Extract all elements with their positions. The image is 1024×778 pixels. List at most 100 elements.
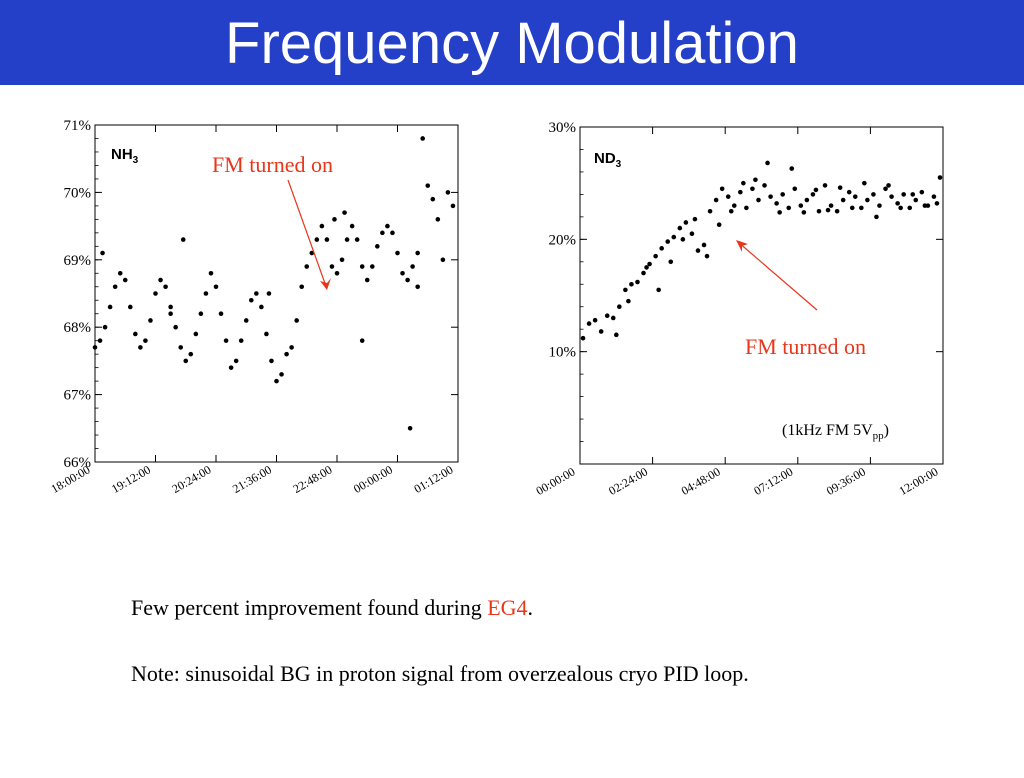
nd3-data-point [586,321,592,326]
nd3-data-point [741,180,746,186]
nh3-data-point [289,345,294,350]
nh3-data-point [233,358,239,364]
nh3-data-point [309,250,315,256]
nh3-data-point [153,291,158,296]
nd3-data-point [604,313,610,319]
nh3-data-point [445,190,451,195]
nd3-x-tick-label: 00:00:00 [534,464,578,497]
nd3-data-point [934,201,940,206]
nd3-plot-frame [579,126,944,465]
nd3-data-point [716,222,722,228]
nd3-data-point [692,216,698,222]
nh3-data-point [319,223,325,229]
title-bar [0,0,1024,85]
nh3-x-tick-label: 19:12:00 [109,462,153,495]
nd3-data-point [777,210,782,215]
footer-line-1-highlight: EG4 [487,595,528,620]
nh3-data-point [324,237,330,242]
nh3-data-point [450,203,456,209]
nh3-x-tick-label: 22:48:00 [291,462,335,495]
nd3-data-point [828,203,834,208]
nh3-data-point [248,297,254,303]
nh3-y-tick-label: 69% [64,253,92,269]
nh3-data-point [238,338,244,343]
nd3-data-point [707,208,713,214]
footer-line-2: Note: sinusoidal BG in proton signal fro… [131,661,749,686]
nh3-x-tick-label: 21:36:00 [230,462,274,495]
nh3-data-point [264,331,269,337]
nd3-data-point [677,225,683,231]
nd3-data-point [701,242,707,248]
nh3-data-point [97,338,103,343]
nd3-note: (1kHz FM 5Vpp) [782,422,889,442]
nh3-data-point [158,277,163,283]
nd3-data-point [862,180,867,186]
nh3-annotation-arrowhead [320,278,331,290]
nh3-x-tick-label: 20:24:00 [170,462,214,495]
nh3-data-point [284,351,289,357]
nd3-data-point [623,287,628,293]
nh3-data-point [218,311,224,317]
nh3-data-point [279,372,284,377]
nh3-data-point [254,291,259,296]
nd3-data-point [635,279,640,285]
nh3-data-point [168,311,173,317]
nd3-data-point [937,175,943,180]
nd3-x-tick-label: 07:12:00 [751,464,795,497]
nd3-data-point [689,231,695,237]
nh3-x-tick-label: 00:00:00 [351,462,395,495]
nd3-data-point [813,187,819,193]
nh3-data-point [102,324,108,330]
nh3-data-point [112,284,118,290]
nd3-note-suffix: ) [884,422,889,439]
nh3-data-point [143,338,148,343]
nh3-tag-sub: 3 [133,155,139,166]
nh3-data-point [425,183,431,188]
nh3-data-point [163,284,168,290]
nd3-data-point [792,186,798,192]
nd3-data-point [738,189,743,195]
nh3-data-point [407,426,413,431]
nh3-data-point [107,304,113,310]
nd3-data-point [665,239,671,244]
nd3-data-point [886,183,891,188]
nd3-tag-base: ND [594,150,616,167]
nd3-data-point [898,205,903,211]
nh3-data-point [274,378,279,384]
nd3-data-point [614,332,619,338]
nh3-data-point [193,331,199,337]
nd3-data-point [768,194,773,199]
nh3-y-tick-label: 71% [64,118,92,134]
nd3-data-point [762,183,767,188]
nh3-data-point [364,277,370,283]
nd3-data-point [659,246,664,251]
nd3-data-point [671,234,677,240]
nd3-y-tick-label: 20% [549,232,577,248]
nh3-y-tick-label: 67% [64,388,92,404]
nd3-x-tick-label: 02:24:00 [606,464,650,497]
nd3-data-point [874,214,879,220]
nd3-data-point [641,270,646,276]
footer-line-1: Few percent improvement found during EG4… [131,595,533,621]
nh3-y-tick-label: 66% [64,455,92,471]
nh3-data-point [117,270,123,276]
nh3-data-point [100,250,105,256]
nh3-data-point [183,358,189,364]
nd3-tag-sub: 3 [616,159,622,170]
nd3-data-point [756,197,761,203]
nd3-data-point [901,192,906,197]
nh3-data-point [92,345,98,350]
nd3-data-point [774,201,779,206]
nd3-data-point [683,220,689,225]
nh3-data-point [354,237,360,242]
nh3-data-point [266,291,272,296]
nd3-data-point [840,197,846,203]
nh3-data-point [359,338,365,343]
nh3-annotation: FM turned on [212,152,333,177]
nh3-data-point [299,284,305,290]
nh3-data-point [180,237,186,242]
nd3-data-point [728,208,734,214]
nd3-data-point [877,203,882,208]
nd3-data-point [883,186,888,192]
